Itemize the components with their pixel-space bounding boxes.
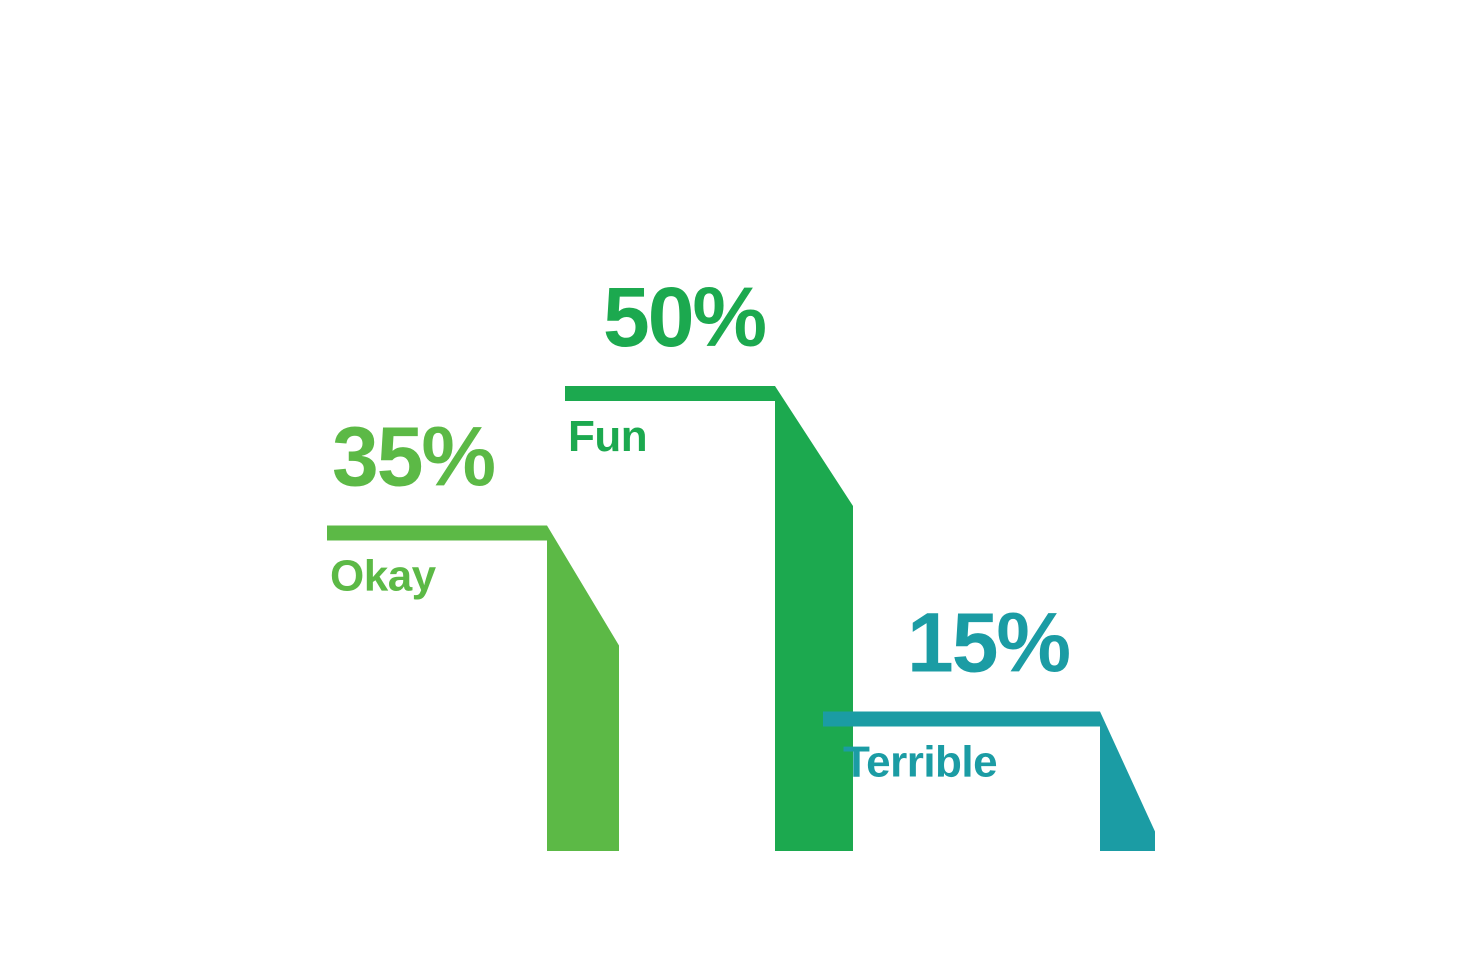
bar-okay bbox=[327, 525, 619, 851]
category-label-okay: Okay bbox=[330, 552, 437, 601]
category-label-terrible: Terrible bbox=[843, 738, 997, 787]
value-label-fun: 50% bbox=[603, 270, 765, 364]
bar-fun bbox=[565, 386, 853, 851]
bar-group-fun: 50% Fun bbox=[565, 270, 853, 851]
category-label-fun: Fun bbox=[568, 412, 647, 461]
value-label-terrible: 15% bbox=[907, 596, 1069, 690]
bar-group-terrible: 15% Terrible bbox=[823, 596, 1155, 851]
bar-group-okay: 35% Okay bbox=[327, 410, 619, 851]
value-label-okay: 35% bbox=[332, 410, 494, 504]
bar-terrible bbox=[823, 711, 1155, 851]
